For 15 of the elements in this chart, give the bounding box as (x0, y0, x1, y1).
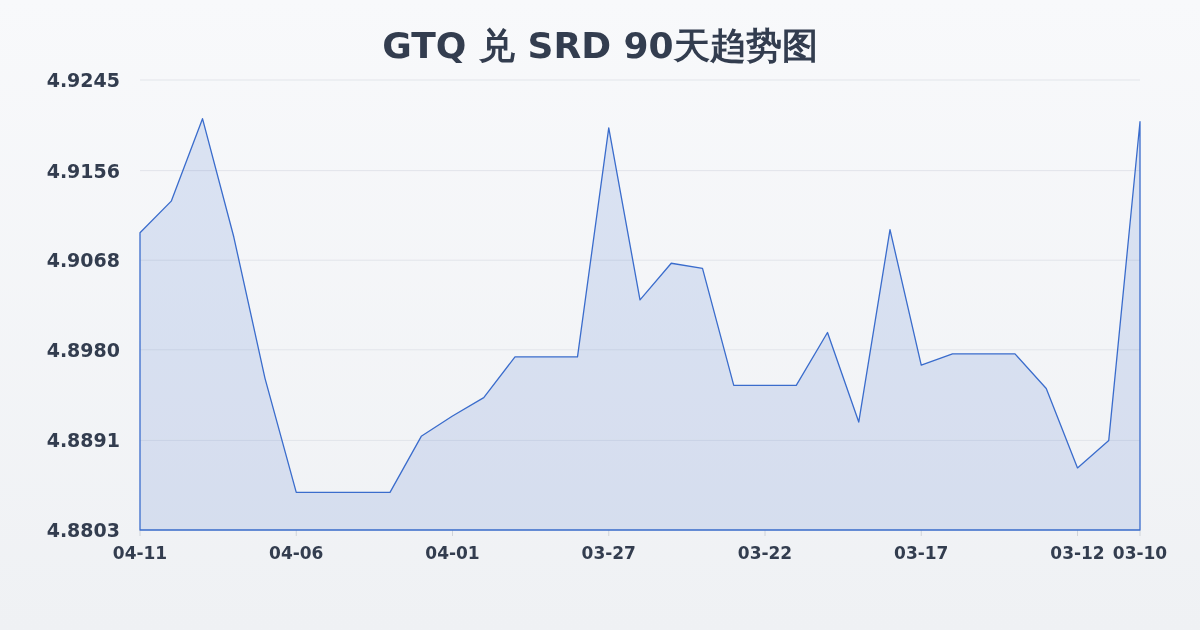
y-tick-label: 4.9068 (46, 249, 120, 272)
x-tick-label: 03-27 (581, 543, 636, 563)
x-tick-label: 03-10 (1112, 543, 1168, 563)
x-tick-label: 03-17 (894, 543, 949, 563)
y-tick-label: 4.8803 (46, 519, 120, 541)
x-tick-label: 03-22 (737, 543, 793, 563)
y-tick-label: 4.9245 (46, 69, 120, 91)
y-tick-label: 4.8891 (46, 429, 120, 452)
chart-title: GTQ 兑 SRD 90天趋势图 (382, 25, 818, 66)
y-tick-label: 4.8980 (46, 338, 120, 361)
x-tick-label: 04-11 (112, 543, 168, 563)
x-tick-label: 04-01 (425, 543, 480, 563)
x-tick-label: 04-06 (269, 543, 324, 563)
x-tick-label: 03-12 (1050, 543, 1105, 563)
y-tick-label: 4.9156 (46, 159, 120, 182)
